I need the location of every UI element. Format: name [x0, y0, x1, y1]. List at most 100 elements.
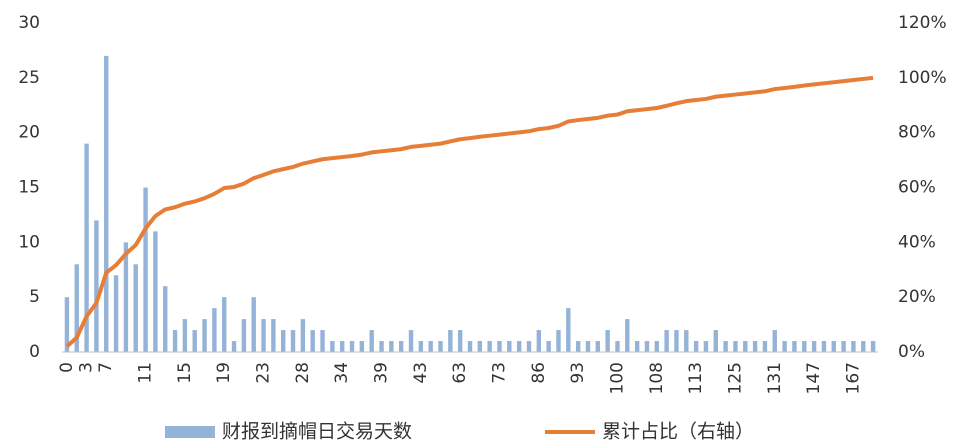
- bar: [349, 341, 355, 352]
- bar: [330, 341, 335, 352]
- bar: [84, 143, 89, 352]
- bar: [271, 319, 276, 352]
- bar: [104, 55, 109, 353]
- bar: [172, 330, 178, 352]
- bar: [379, 341, 384, 352]
- bar: [752, 341, 758, 352]
- bar: [369, 330, 374, 352]
- bar: [251, 297, 256, 352]
- bar: [546, 341, 551, 352]
- x-tick-label: 0: [57, 362, 77, 373]
- x-tick-label: 7: [96, 362, 116, 373]
- y-tick-label: 15: [18, 178, 40, 198]
- bar: [212, 308, 217, 352]
- bar: [487, 341, 492, 352]
- bar: [339, 341, 345, 352]
- bar: [605, 330, 610, 352]
- bar: [644, 341, 650, 352]
- bar: [281, 330, 286, 352]
- bar: [241, 319, 247, 352]
- bar: [792, 341, 797, 352]
- bar: [575, 341, 581, 352]
- legend-swatch: [165, 426, 215, 438]
- bar: [457, 330, 463, 352]
- bar: [654, 341, 659, 352]
- bar: [389, 341, 394, 352]
- bar: [743, 341, 748, 352]
- bar: [222, 297, 227, 352]
- x-tick-label: 131: [765, 362, 785, 394]
- y-tick-label: 0: [29, 342, 40, 362]
- x-tick-label: 167: [843, 362, 863, 394]
- bar: [261, 319, 266, 352]
- y2-tick-label: 60%: [898, 178, 936, 198]
- bar: [507, 341, 512, 352]
- x-tick-label: 15: [175, 362, 195, 384]
- bar: [163, 286, 168, 352]
- y2-tick-label: 100%: [898, 68, 947, 88]
- bar: [713, 330, 718, 352]
- x-tick-label: 19: [214, 362, 234, 384]
- bar: [438, 341, 443, 352]
- y2-tick-label: 20%: [898, 287, 936, 307]
- x-tick-label: 113: [686, 362, 706, 394]
- x-tick-label: 93: [568, 362, 588, 384]
- bar: [831, 341, 836, 352]
- y-tick-label: 30: [18, 13, 40, 33]
- bar: [359, 341, 365, 352]
- y-tick-label: 25: [18, 68, 40, 88]
- y2-tick-label: 40%: [898, 232, 936, 252]
- bar: [113, 275, 119, 352]
- bar: [851, 341, 856, 352]
- bar: [477, 341, 483, 352]
- x-tick-label: 100: [607, 362, 627, 394]
- bar: [320, 330, 325, 352]
- bar: [684, 330, 689, 352]
- legend-label: 累计占比（右轴）: [602, 421, 754, 443]
- bar: [526, 341, 532, 352]
- bar: [733, 341, 738, 352]
- y-tick-label: 5: [29, 287, 40, 307]
- bar: [762, 341, 768, 352]
- bar: [182, 319, 188, 352]
- bar: [723, 341, 728, 352]
- legend-label: 财报到摘帽日交易天数: [222, 421, 412, 443]
- x-tick-label: 63: [450, 362, 470, 384]
- bar: [290, 330, 296, 352]
- bar: [94, 220, 99, 352]
- bar: [703, 341, 709, 352]
- y2-tick-label: 80%: [898, 123, 936, 143]
- bar: [153, 231, 158, 352]
- bar: [802, 341, 807, 352]
- bar: [133, 264, 138, 352]
- x-tick-label: 11: [136, 362, 156, 384]
- bar: [428, 341, 433, 352]
- bar: [782, 341, 787, 352]
- x-tick-label: 73: [489, 362, 509, 384]
- y-tick-label: 20: [18, 123, 40, 143]
- bar: [123, 242, 129, 352]
- bar: [143, 187, 148, 352]
- y2-tick-label: 120%: [898, 13, 947, 33]
- bar: [811, 341, 817, 352]
- line: [65, 75, 874, 348]
- bar: [566, 308, 571, 352]
- bar: [585, 341, 591, 352]
- x-tick-label: 86: [529, 362, 549, 384]
- x-tick-label: 34: [332, 362, 352, 384]
- bar: [231, 341, 237, 352]
- bar: [467, 341, 473, 352]
- y-tick-label: 10: [18, 232, 40, 252]
- bar: [497, 341, 502, 352]
- bar: [861, 341, 866, 352]
- bar: [664, 330, 669, 352]
- y2-tick-label: 0%: [898, 342, 925, 362]
- bar: [556, 330, 561, 352]
- bar: [64, 297, 70, 352]
- x-tick-label: 39: [372, 362, 392, 384]
- bar: [448, 330, 453, 352]
- bar: [398, 341, 404, 352]
- x-tick-label: 108: [647, 362, 667, 394]
- bar: [595, 341, 601, 352]
